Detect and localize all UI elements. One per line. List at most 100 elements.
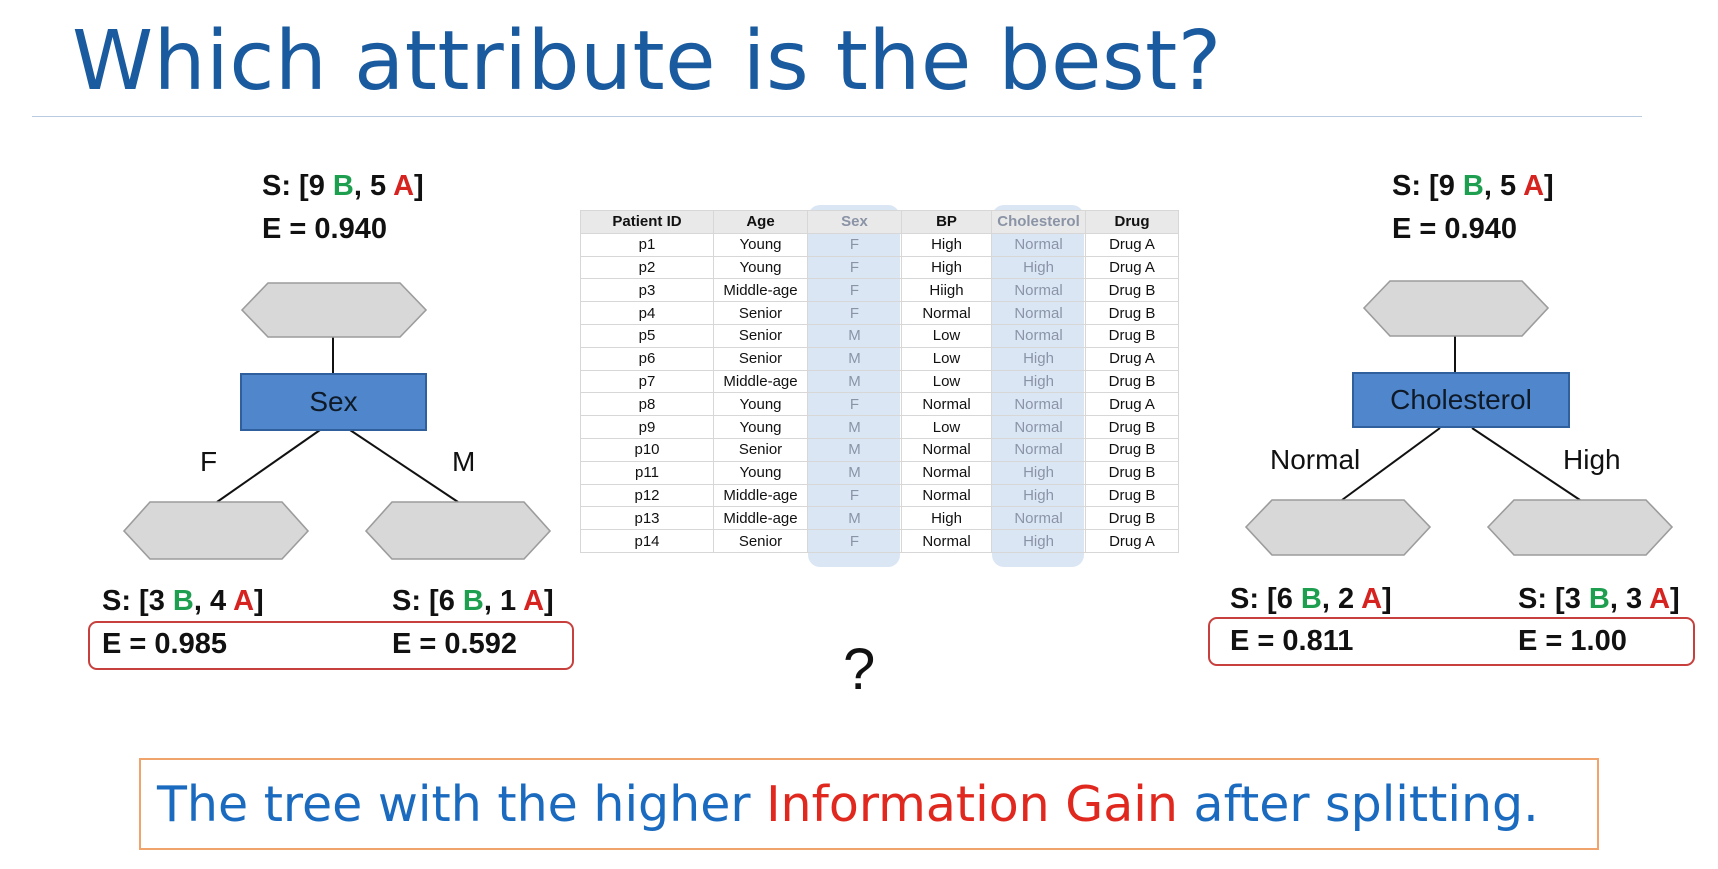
cell-sex: M: [807, 323, 902, 348]
cell-drug: Drug B: [1085, 437, 1179, 462]
cell-bp: Normal: [901, 301, 992, 325]
cell-sex: M: [807, 346, 902, 371]
cell-patient-id: p14: [580, 529, 714, 553]
cell-age: Senior: [713, 301, 808, 325]
cell-sex: F: [807, 529, 902, 553]
cell-cholesterol: Normal: [991, 278, 1086, 303]
cell-drug: Drug B: [1085, 301, 1179, 325]
cell-sex: F: [807, 232, 902, 257]
cell-cholesterol: High: [991, 483, 1086, 508]
cell-drug: Drug A: [1085, 232, 1179, 257]
left-root-sample: S: [9 B, 5 A]: [262, 170, 424, 202]
left-child-m-entropy: E = 0.592: [392, 628, 517, 660]
cell-patient-id: p4: [580, 301, 714, 325]
header-age: Age: [713, 210, 808, 234]
cell-sex: M: [807, 506, 902, 531]
left-child-f-node: [122, 501, 310, 560]
header-bp: BP: [901, 210, 992, 234]
cell-age: Middle-age: [713, 369, 808, 394]
cell-age: Senior: [713, 437, 808, 462]
table-row: p8 Young F Normal Normal Drug A: [580, 392, 1179, 417]
cell-cholesterol: High: [991, 529, 1086, 553]
left-edge-m: [349, 429, 459, 503]
left-edge-f: [216, 429, 321, 503]
answer-highlight: Information Gain: [766, 775, 1178, 833]
cell-bp: Normal: [901, 529, 992, 553]
table-row: p10 Senior M Normal Normal Drug B: [580, 437, 1179, 462]
table-row: p13 Middle-age M High Normal Drug B: [580, 506, 1179, 531]
left-root-node: [240, 282, 428, 338]
right-root-sample: S: [9 B, 5 A]: [1392, 170, 1554, 202]
cell-sex: M: [807, 415, 902, 439]
table-row: p2 Young F High High Drug A: [580, 255, 1179, 280]
header-cholesterol: Cholesterol: [991, 210, 1086, 234]
cell-patient-id: p11: [580, 460, 714, 485]
cell-bp: High: [901, 255, 992, 280]
cell-drug: Drug A: [1085, 529, 1179, 553]
cell-drug: Drug B: [1085, 323, 1179, 348]
right-child-high-entropy: E = 1.00: [1518, 625, 1627, 657]
cell-age: Middle-age: [713, 506, 808, 531]
cell-cholesterol: High: [991, 369, 1086, 394]
left-child-m-node: [364, 501, 552, 560]
cell-age: Young: [713, 232, 808, 257]
branch-label-f: F: [200, 446, 218, 477]
patient-table: Patient ID Age Sex BP Cholesterol Drug p…: [580, 210, 1179, 553]
cell-age: Middle-age: [713, 278, 808, 303]
cell-bp: High: [901, 232, 992, 257]
table-row: p12 Middle-age F Normal High Drug B: [580, 483, 1179, 508]
cell-patient-id: p12: [580, 483, 714, 508]
cell-sex: F: [807, 301, 902, 325]
cell-cholesterol: Normal: [991, 415, 1086, 439]
right-child-high-node: [1486, 499, 1674, 556]
cell-age: Young: [713, 415, 808, 439]
right-child-normal-entropy: E = 0.811: [1230, 625, 1354, 657]
left-root-entropy: E = 0.940: [262, 213, 387, 245]
table-row: p5 Senior M Low Normal Drug B: [580, 323, 1179, 348]
cell-sex: F: [807, 278, 902, 303]
cell-drug: Drug A: [1085, 346, 1179, 371]
cell-drug: Drug B: [1085, 369, 1179, 394]
cell-bp: Low: [901, 415, 992, 439]
cell-age: Young: [713, 392, 808, 417]
cell-sex: F: [807, 483, 902, 508]
cell-age: Young: [713, 460, 808, 485]
cell-cholesterol: Normal: [991, 437, 1086, 462]
cell-bp: Normal: [901, 437, 992, 462]
cell-bp: Low: [901, 346, 992, 371]
cell-bp: Hiigh: [901, 278, 992, 303]
question-mark: ?: [843, 637, 876, 702]
cell-bp: Normal: [901, 392, 992, 417]
cell-age: Middle-age: [713, 483, 808, 508]
table-row: p7 Middle-age M Low High Drug B: [580, 369, 1179, 394]
cell-patient-id: p7: [580, 369, 714, 394]
right-root-entropy: E = 0.940: [1392, 213, 1517, 245]
cell-sex: F: [807, 392, 902, 417]
cell-sex: M: [807, 369, 902, 394]
cell-drug: Drug A: [1085, 255, 1179, 280]
table-row: p14 Senior F Normal High Drug A: [580, 529, 1179, 553]
table-row: p6 Senior M Low High Drug A: [580, 346, 1179, 371]
header-drug: Drug: [1085, 210, 1179, 234]
left-child-f-sample: S: [3 B, 4 A]: [102, 585, 264, 617]
branch-label-high: High: [1563, 444, 1621, 475]
cell-patient-id: p13: [580, 506, 714, 531]
left-entropy-outline: [88, 621, 574, 670]
cell-bp: High: [901, 506, 992, 531]
left-child-m-sample: S: [6 B, 1 A]: [392, 585, 554, 617]
cell-drug: Drug B: [1085, 278, 1179, 303]
answer-text-before: The tree with the higher: [157, 775, 767, 833]
table-header-row: Patient ID Age Sex BP Cholesterol Drug: [580, 210, 1179, 234]
branch-label-m: M: [452, 446, 476, 477]
cell-patient-id: p9: [580, 415, 714, 439]
cell-drug: Drug B: [1085, 460, 1179, 485]
header-patient-id: Patient ID: [580, 210, 714, 234]
cell-patient-id: p2: [580, 255, 714, 280]
right-child-high-sample: S: [3 B, 3 A]: [1518, 583, 1680, 615]
cell-patient-id: p3: [580, 278, 714, 303]
left-child-f-entropy: E = 0.985: [102, 628, 227, 660]
cell-patient-id: p6: [580, 346, 714, 371]
cell-drug: Drug B: [1085, 415, 1179, 439]
cell-cholesterol: Normal: [991, 392, 1086, 417]
